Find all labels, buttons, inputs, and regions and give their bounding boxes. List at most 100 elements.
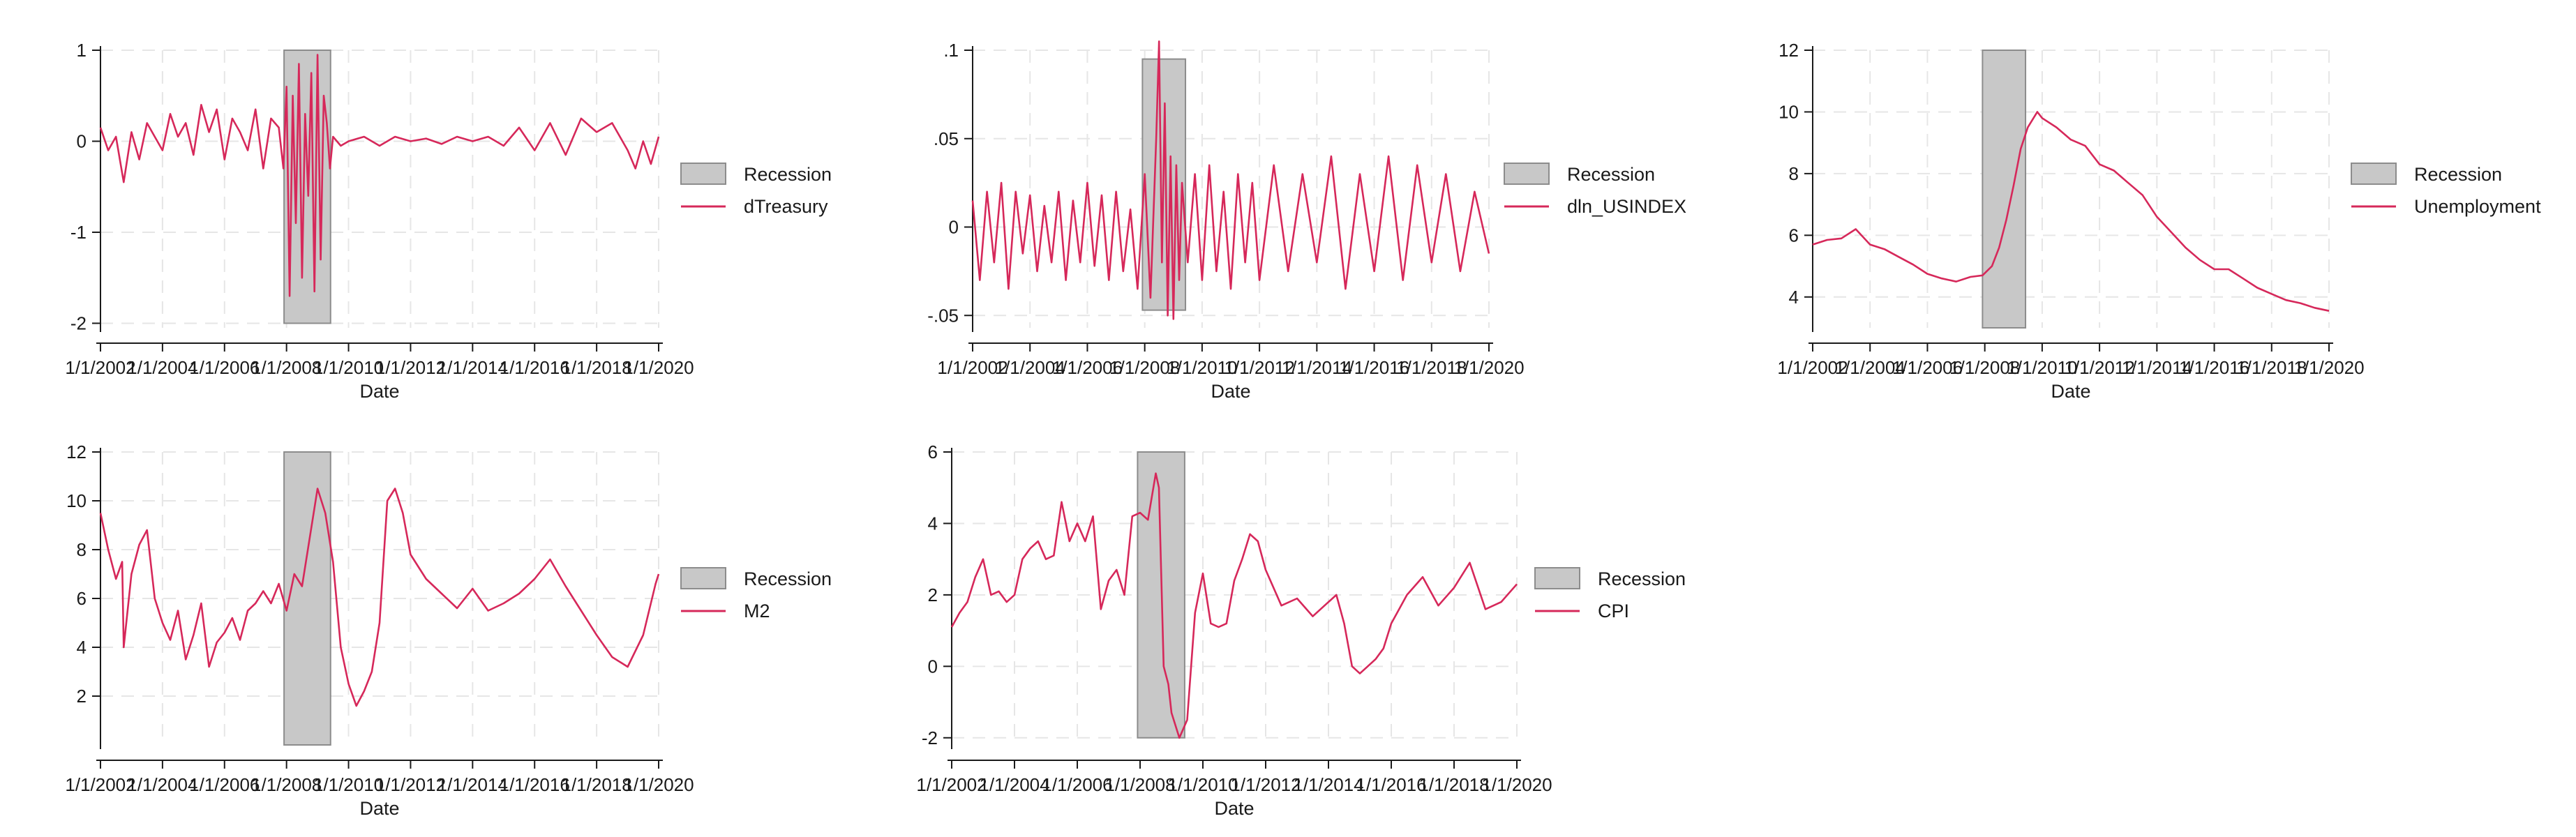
x-axis-title: Date [359,798,399,819]
x-tick-label: 1/1/2016 [500,774,570,795]
y-tick-label: .05 [934,128,959,149]
x-tick-label: 1/1/2008 [1949,357,2020,378]
chart-panel-dln-usindex: .1.050-.051/1/20021/1/20041/1/20061/1/20… [927,40,1686,402]
x-tick-label: 1/1/2016 [500,357,570,378]
series-line-dln_USINDEX [971,40,1490,320]
x-tick-label: 1/1/2006 [1052,357,1123,378]
x-tick-label: 1/1/2014 [1293,774,1363,795]
x-tick-label: 1/1/2018 [562,774,632,795]
chart-panel-m2: 12 10 8 6 4 2 1/1/20021/1/20041/1/20061/1/2008… [65,442,832,819]
x-tick-label: 1/1/2018 [1418,774,1489,795]
y-tick-label: 10 [1779,101,1799,122]
legend-label: Recession [1567,164,1655,185]
x-tick-label: 1/1/2006 [1042,774,1112,795]
x-tick-label: 1/1/2002 [937,357,1008,378]
x-tick-label: 1/1/2002 [65,357,135,378]
x-tick-label: 1/1/2010 [313,357,384,378]
x-tick-label: 1/1/2012 [2065,357,2135,378]
x-tick-label: 1/1/2004 [127,774,197,795]
x-tick-label: 1/1/2020 [1481,774,1552,795]
y-tick-label: 4 [928,513,938,534]
x-tick-label: 1/1/2016 [1339,357,1409,378]
y-tick-label: 12 [66,442,87,462]
series-line-dTreasury [99,54,660,297]
legend-swatch-recession [680,567,726,589]
x-tick-label: 1/1/2012 [1230,774,1301,795]
recession-band [1982,50,2027,329]
series-line-CPI [950,472,1518,739]
x-tick-label: 1/1/2006 [189,774,260,795]
y-tick-label: -2 [922,727,938,748]
x-tick-label: 1/1/2016 [2179,357,2249,378]
x-tick-label: 1/1/2008 [1104,774,1175,795]
x-tick-label: 1/1/2016 [1356,774,1426,795]
legend-label: Recession [1598,568,1686,589]
x-tick-label: 1/1/2020 [623,357,694,378]
y-tick-label: 6 [928,442,938,462]
legend: Recession dTreasury [680,163,832,217]
legend-label: M2 [744,601,770,621]
legend: Recession M2 [680,567,832,621]
x-tick-label: 1/1/2010 [1167,774,1238,795]
y-tick-label: 0 [77,130,87,151]
y-tick-label: 8 [1789,163,1799,184]
x-tick-label: 1/1/2020 [1453,357,1524,378]
legend: Recession Unemployment [2351,163,2541,217]
x-tick-label: 1/1/2018 [2236,357,2307,378]
legend: Recession CPI [1534,567,1686,621]
plot-area [952,452,1517,745]
x-tick-label: 1/1/2018 [562,357,632,378]
plot-area [100,50,659,328]
legend-swatch-recession [1504,163,1550,185]
plot-area [1813,50,2329,328]
x-tick-label: 1/1/2012 [375,357,446,378]
x-tick-label: 1/1/2002 [916,774,987,795]
legend: Recession dln_USINDEX [1504,163,1686,217]
series-line-Unemployment [1812,111,2330,312]
y-tick-label: 6 [1789,225,1799,246]
series-line-M2 [99,488,660,707]
legend-label: Recession [744,164,832,185]
y-tick-label: 8 [77,539,87,560]
legend-swatch-recession [1534,567,1580,589]
legend-label: dTreasury [744,196,828,217]
y-tick-label: 6 [77,588,87,609]
y-tick-label: 1 [77,40,87,61]
y-tick-label: -.05 [927,305,959,326]
x-tick-label: 1/1/2008 [251,774,322,795]
x-tick-label: 1/1/2006 [189,357,260,378]
x-tick-label: 1/1/2004 [127,357,197,378]
x-tick-label: 1/1/2012 [1225,357,1295,378]
legend-label: Recession [2414,164,2502,185]
x-tick-label: 1/1/2014 [2122,357,2192,378]
y-tick-label: 0 [928,656,938,677]
x-tick-label: 1/1/2020 [2293,357,2364,378]
x-tick-label: 1/1/2002 [1777,357,1848,378]
x-axis-title: Date [2051,381,2090,402]
x-tick-label: 1/1/2010 [313,774,384,795]
chart-panel-dtreasury: 10-1-21/1/20021/1/20041/1/20061/1/20081/… [65,40,832,402]
y-tick-label: 10 [66,490,87,511]
y-tick-label: -2 [70,312,87,333]
y-tick-label: .1 [943,40,959,61]
x-tick-label: 1/1/2008 [251,357,322,378]
legend-label: CPI [1598,601,1629,621]
y-tick-label: -1 [70,222,87,243]
x-tick-label: 1/1/2004 [979,774,1049,795]
legend-label: dln_USINDEX [1567,196,1686,217]
legend-label: Unemployment [2414,196,2541,217]
legend-label: Recession [744,568,832,589]
x-tick-label: 1/1/2012 [375,774,446,795]
x-tick-label: 1/1/2014 [437,357,508,378]
y-tick-label: 2 [928,585,938,605]
x-tick-label: 1/1/2020 [623,774,694,795]
chart-panel-cpi: 6420-21/1/20021/1/20041/1/20061/1/20081/… [916,442,1686,819]
legend-swatch-recession [2351,163,2397,185]
x-tick-label: 1/1/2002 [65,774,135,795]
x-tick-label: 1/1/2014 [1282,357,1352,378]
x-tick-label: 1/1/2004 [1835,357,1905,378]
chart-panel-unemployment: 12108641/1/20021/1/20041/1/20061/1/20081… [1777,40,2541,402]
legend-swatch-recession [680,163,726,185]
x-tick-label: 1/1/2010 [1167,357,1237,378]
